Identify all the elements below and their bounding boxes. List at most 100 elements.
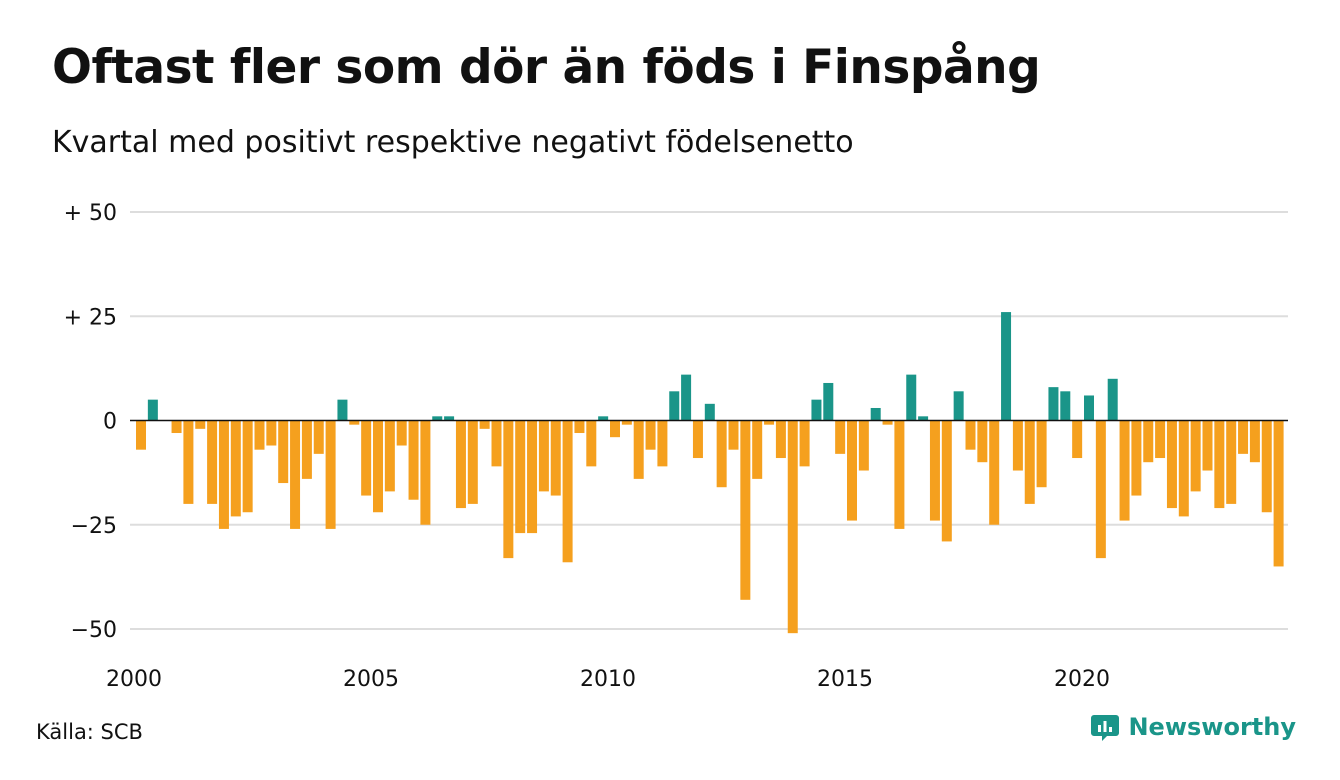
bar bbox=[254, 420, 265, 450]
bar bbox=[989, 420, 1000, 525]
grid-lines bbox=[130, 211, 1288, 630]
bar bbox=[1214, 420, 1225, 509]
bars bbox=[136, 312, 1284, 634]
bar bbox=[764, 420, 775, 425]
bar bbox=[1001, 312, 1012, 421]
bar bbox=[1072, 420, 1083, 459]
bar bbox=[598, 416, 609, 421]
bar bbox=[1143, 420, 1154, 463]
bar bbox=[835, 420, 846, 454]
bar bbox=[1202, 420, 1213, 471]
bar bbox=[503, 420, 514, 559]
bar bbox=[538, 420, 549, 492]
bar bbox=[373, 420, 383, 513]
bar bbox=[645, 420, 656, 450]
bar bbox=[847, 420, 857, 521]
bar bbox=[1190, 420, 1201, 492]
bar bbox=[337, 399, 348, 421]
bar bbox=[183, 420, 194, 504]
bar bbox=[787, 420, 798, 634]
x-tick-label: 2005 bbox=[343, 667, 399, 692]
bar bbox=[894, 420, 905, 529]
bar bbox=[455, 420, 466, 509]
bar bbox=[1155, 420, 1166, 459]
bar bbox=[1131, 420, 1142, 496]
bar bbox=[171, 420, 182, 434]
bar bbox=[929, 420, 940, 521]
bar bbox=[396, 420, 407, 446]
bar bbox=[266, 420, 277, 446]
bar bbox=[918, 416, 929, 421]
bar bbox=[610, 420, 620, 438]
bar bbox=[953, 391, 964, 421]
bar bbox=[408, 420, 419, 500]
bar bbox=[479, 420, 490, 429]
bar bbox=[147, 399, 158, 421]
bar bbox=[242, 420, 253, 513]
bar bbox=[811, 399, 822, 421]
bar bbox=[906, 374, 917, 421]
bar bbox=[965, 420, 976, 450]
bar bbox=[230, 420, 241, 517]
bar bbox=[1261, 420, 1272, 513]
bar bbox=[515, 420, 526, 534]
bar bbox=[752, 420, 763, 479]
bar bbox=[1107, 378, 1118, 421]
y-tick-label: 0 bbox=[103, 410, 117, 435]
bar bbox=[941, 420, 952, 542]
bar bbox=[621, 420, 632, 425]
bar bbox=[799, 420, 810, 467]
bar bbox=[290, 420, 301, 529]
bar bbox=[1238, 420, 1249, 454]
chart-title: Oftast fler som dör än föds i Finspång bbox=[52, 40, 1041, 95]
bar bbox=[1166, 420, 1177, 509]
bar bbox=[669, 391, 680, 421]
bar bbox=[562, 420, 573, 563]
x-tick-label: 2020 bbox=[1054, 667, 1110, 692]
bar bbox=[313, 420, 324, 454]
bar bbox=[432, 416, 443, 421]
newsworthy-logo: Newsworthy bbox=[1090, 712, 1296, 742]
bar bbox=[882, 420, 893, 425]
x-axis-ticks: 2000 2005 2010 2015 2020 bbox=[106, 667, 1110, 692]
bar bbox=[1249, 420, 1260, 463]
y-tick-label: + 50 bbox=[64, 201, 117, 226]
newsworthy-icon bbox=[1091, 715, 1120, 741]
y-axis-ticks: + 50 + 25 0 −25 −50 bbox=[64, 201, 117, 643]
bar bbox=[633, 420, 644, 479]
bar bbox=[1024, 420, 1035, 504]
bar bbox=[574, 420, 585, 434]
bar bbox=[420, 420, 431, 525]
bar bbox=[716, 420, 727, 488]
bar bbox=[361, 420, 372, 496]
bar bbox=[870, 407, 881, 421]
bar bbox=[278, 420, 289, 484]
bar bbox=[775, 420, 786, 459]
source-note: Källa: SCB bbox=[36, 720, 143, 744]
bar bbox=[1060, 391, 1071, 421]
bar bbox=[301, 420, 312, 479]
bar bbox=[527, 420, 538, 534]
bar bbox=[1178, 420, 1189, 517]
bar bbox=[1012, 420, 1023, 471]
y-tick-label: −50 bbox=[71, 618, 117, 643]
bar bbox=[1226, 420, 1237, 504]
bar bbox=[550, 420, 561, 496]
bar bbox=[823, 382, 834, 421]
bar bbox=[218, 420, 229, 529]
bar bbox=[728, 420, 739, 450]
bar bbox=[349, 420, 360, 425]
bar bbox=[586, 420, 597, 467]
bar bbox=[692, 420, 703, 459]
chart-subtitle: Kvartal med positivt respektive negativt… bbox=[52, 125, 854, 160]
bar bbox=[1273, 420, 1284, 567]
bar bbox=[657, 420, 668, 467]
bar-chart: + 50 + 25 0 −25 −50 2000 2005 2010 2015 2020 bbox=[64, 201, 1288, 692]
bar bbox=[1119, 420, 1130, 521]
bar bbox=[977, 420, 988, 463]
bar bbox=[1084, 395, 1094, 421]
y-tick-label: + 25 bbox=[64, 305, 117, 330]
x-tick-label: 2010 bbox=[580, 667, 636, 692]
y-tick-label: −25 bbox=[71, 514, 117, 539]
bar bbox=[681, 374, 692, 421]
